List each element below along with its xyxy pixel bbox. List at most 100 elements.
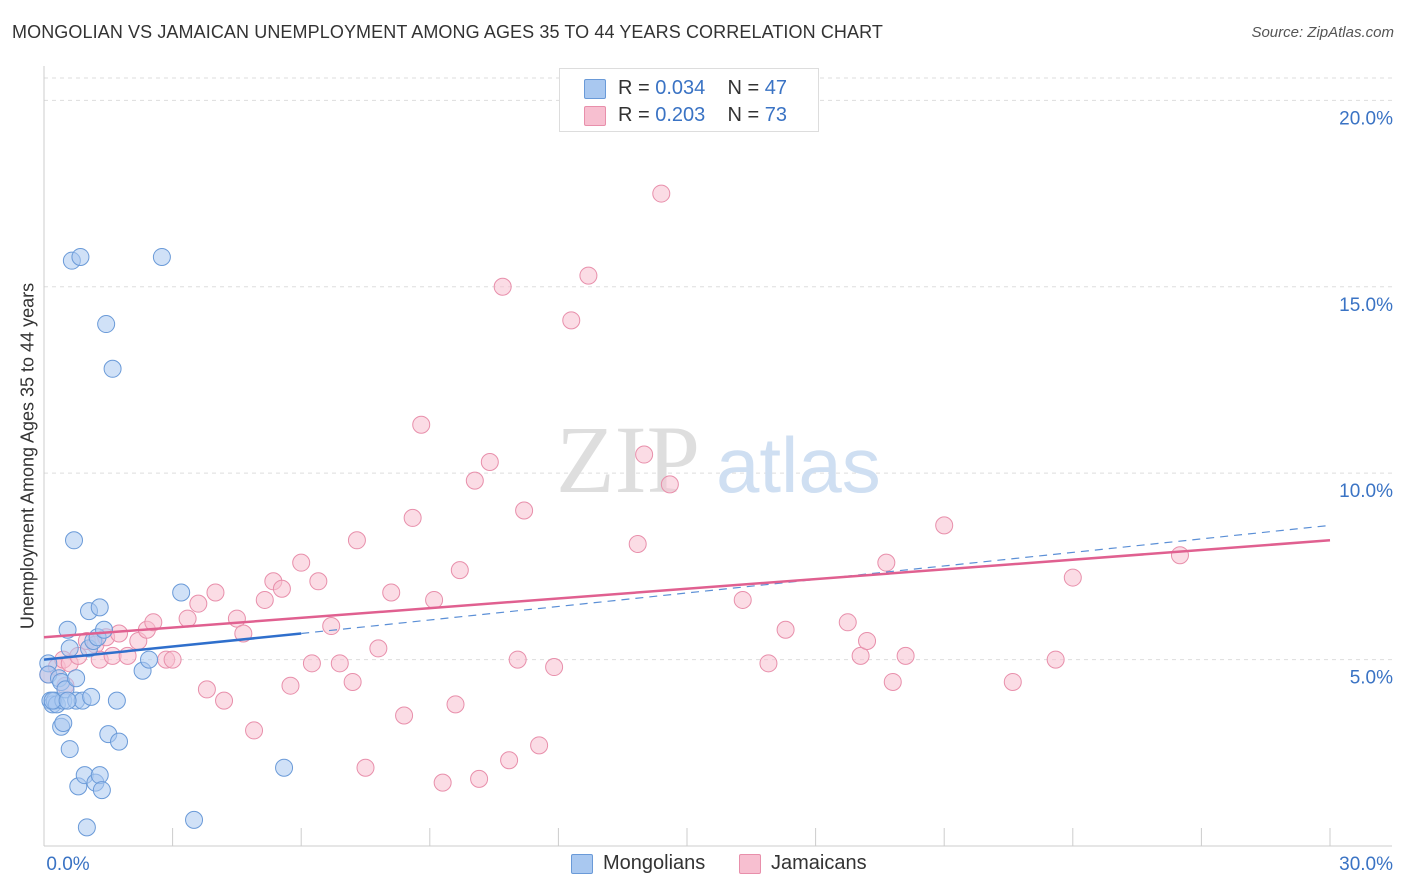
- legend-swatch-jamaicans: [584, 106, 606, 126]
- data-point-jamaican: [343, 672, 362, 691]
- legend-r-label: R =: [618, 77, 650, 99]
- data-point-jamaican: [470, 769, 489, 788]
- data-point-jamaican: [189, 594, 208, 613]
- data-point-mongolian: [92, 781, 111, 800]
- legend-r-value-jamaicans: 0.203: [655, 104, 706, 126]
- data-point-jamaican: [530, 736, 549, 755]
- bottom-legend-swatch-jamaicans: [739, 854, 761, 874]
- data-point-jamaican: [412, 415, 431, 434]
- data-point-jamaican: [245, 721, 264, 740]
- data-point-jamaican: [883, 672, 902, 691]
- data-point-jamaican: [480, 453, 499, 471]
- legend-n-value-jamaicans: 73: [764, 104, 788, 126]
- trend-line-mongolians-extension: [301, 524, 1331, 635]
- data-point-jamaican: [255, 590, 274, 609]
- y-tick-labels: 5.0% 10.0% 15.0% 20.0%: [1339, 108, 1393, 688]
- data-point-jamaican: [322, 617, 341, 636]
- data-point-mongolian: [65, 531, 84, 550]
- grid-lines: [44, 77, 1392, 661]
- data-point-mongolian: [60, 740, 79, 759]
- data-point-jamaican: [347, 531, 366, 550]
- data-point-jamaican: [433, 773, 452, 792]
- data-point-mongolian: [82, 687, 101, 706]
- data-point-jamaican: [395, 706, 414, 725]
- y-tick-label: 15.0%: [1339, 295, 1393, 316]
- bottom-legend-swatch-mongolians: [571, 854, 593, 874]
- data-point-mongolian: [90, 766, 109, 785]
- data-point-jamaican: [206, 583, 225, 602]
- y-tick-label: 5.0%: [1350, 668, 1393, 689]
- data-point-mongolian: [90, 598, 109, 617]
- data-point-jamaican: [215, 691, 234, 710]
- data-point-jamaican: [163, 650, 182, 669]
- data-point-jamaican: [838, 613, 857, 632]
- legend-n-label: N =: [727, 77, 760, 99]
- data-point-jamaican: [309, 572, 328, 591]
- data-point-jamaican: [515, 501, 534, 520]
- data-point-jamaican: [369, 639, 388, 658]
- data-point-mongolian: [107, 691, 126, 710]
- data-point-jamaican: [292, 553, 311, 572]
- data-point-jamaican: [896, 646, 915, 665]
- x-tick-label: 0.0%: [46, 854, 89, 875]
- data-point-jamaican: [660, 475, 679, 494]
- data-point-jamaican: [935, 516, 954, 535]
- data-point-jamaican: [403, 508, 422, 527]
- data-point-jamaican: [450, 561, 469, 580]
- legend: R = 0.034 N = 47 R = 0.203 N = 73: [559, 68, 819, 132]
- data-point-mongolian: [185, 810, 204, 829]
- data-point-jamaican: [545, 658, 564, 677]
- data-point-mongolian: [172, 583, 191, 602]
- data-point-jamaican: [493, 277, 512, 296]
- source-label: Source: ZipAtlas.com: [1251, 24, 1394, 41]
- axes: [43, 66, 1392, 847]
- chart-title: MONGOLIAN VS JAMAICAN UNEMPLOYMENT AMONG…: [12, 22, 884, 42]
- y-tick-label: 10.0%: [1339, 481, 1393, 502]
- legend-n-label: N =: [727, 104, 760, 126]
- legend-r-label: R =: [618, 104, 650, 126]
- x-tick-labels: 0.0% 30.0%: [46, 854, 1393, 875]
- data-point-jamaican: [776, 620, 795, 639]
- data-point-jamaican: [1170, 546, 1189, 565]
- data-point-mongolian: [103, 359, 122, 378]
- mongolians-points: [39, 247, 294, 837]
- data-point-mongolian: [140, 650, 159, 669]
- data-point-jamaican: [858, 631, 877, 650]
- data-point-jamaican: [330, 654, 349, 673]
- data-point-jamaican: [579, 266, 598, 285]
- legend-r-value-mongolians: 0.034: [655, 77, 706, 99]
- data-point-jamaican: [272, 579, 291, 598]
- trend-lines: [43, 524, 1331, 661]
- data-point-mongolian: [152, 247, 171, 266]
- data-point-jamaican: [877, 553, 896, 572]
- data-point-mongolian: [60, 639, 79, 658]
- watermark-zip: ZIP: [556, 406, 700, 513]
- legend-text-jamaicans: R = 0.203 N = 73: [618, 104, 787, 127]
- data-point-mongolian: [43, 691, 62, 710]
- data-point-mongolian: [275, 758, 294, 777]
- data-point-mongolian: [58, 691, 77, 710]
- data-point-jamaican: [1046, 650, 1065, 669]
- watermark: ZIP atlas: [556, 406, 881, 513]
- y-axis-label: Unemployment Among Ages 35 to 44 years: [17, 282, 38, 630]
- data-point-jamaican: [1003, 672, 1022, 691]
- data-point-jamaican: [508, 650, 527, 669]
- data-point-mongolian: [110, 732, 129, 751]
- data-point-jamaican: [733, 590, 752, 609]
- legend-n-value-mongolians: 47: [764, 77, 788, 99]
- data-point-mongolian: [67, 669, 86, 688]
- data-point-jamaican: [500, 751, 519, 770]
- data-point-jamaican: [281, 676, 300, 695]
- data-point-jamaican: [635, 445, 654, 464]
- data-point-mongolian: [77, 818, 96, 837]
- legend-swatch-mongolians: [584, 79, 606, 99]
- bottom-legend-label-mongolians: Mongolians: [603, 852, 706, 874]
- y-tick-label: 20.0%: [1339, 108, 1393, 129]
- data-point-jamaican: [628, 535, 647, 554]
- data-point-jamaican: [446, 695, 465, 714]
- watermark-atlas: atlas: [716, 421, 881, 509]
- data-point-jamaican: [178, 609, 197, 628]
- data-point-jamaican: [425, 590, 444, 609]
- data-point-jamaican: [562, 311, 581, 330]
